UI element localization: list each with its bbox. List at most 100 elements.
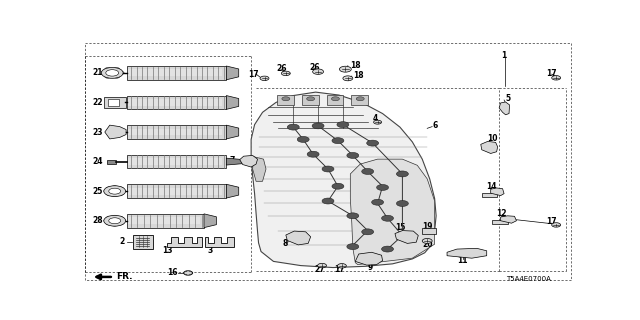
Polygon shape [447,248,486,258]
Circle shape [106,187,111,189]
Polygon shape [500,216,516,223]
Circle shape [339,66,351,72]
Polygon shape [227,184,239,198]
Circle shape [101,68,123,78]
Text: 18: 18 [353,71,364,80]
Circle shape [552,76,561,80]
Circle shape [114,75,120,78]
Text: 15: 15 [395,223,405,232]
Text: 25: 25 [92,187,103,196]
Polygon shape [482,189,497,196]
Circle shape [312,69,324,74]
Text: 17: 17 [547,69,557,78]
Bar [127,184,227,198]
Circle shape [347,213,359,219]
Circle shape [347,153,359,158]
Text: 26: 26 [276,64,287,73]
Text: 4: 4 [372,114,378,123]
Circle shape [114,68,120,70]
Polygon shape [227,158,244,165]
Circle shape [106,222,111,225]
Text: 28: 28 [92,216,103,225]
Circle shape [260,76,269,81]
Bar [127,214,204,228]
Bar [127,155,227,169]
Circle shape [118,71,124,74]
Text: FR.: FR. [116,272,132,281]
Circle shape [104,190,109,192]
Circle shape [332,183,344,189]
Circle shape [287,124,300,130]
Circle shape [552,223,561,227]
Circle shape [105,75,111,78]
Polygon shape [491,188,504,196]
Circle shape [422,238,432,244]
Circle shape [312,123,324,129]
Circle shape [362,229,374,235]
Polygon shape [286,231,310,245]
Circle shape [109,188,121,194]
Circle shape [104,215,125,226]
Bar [326,95,344,105]
Circle shape [317,263,326,268]
FancyBboxPatch shape [104,97,125,108]
Bar [128,188,222,195]
Circle shape [106,70,118,76]
Bar [128,158,222,165]
Polygon shape [227,96,239,109]
Circle shape [343,76,353,81]
Bar [301,95,319,105]
Text: 26: 26 [309,63,319,72]
Polygon shape [355,252,383,265]
Text: 5: 5 [506,94,511,103]
Text: 8: 8 [282,239,288,248]
Circle shape [347,244,359,250]
Circle shape [100,71,106,74]
Text: 18: 18 [350,60,361,69]
Circle shape [112,186,117,188]
Circle shape [112,224,117,226]
Text: 24: 24 [92,157,103,166]
Text: 11: 11 [457,256,467,265]
Text: 14: 14 [486,182,496,191]
Text: 20: 20 [422,240,433,249]
Bar [127,96,227,109]
Bar [128,69,222,76]
Text: 7: 7 [230,156,235,165]
Circle shape [118,193,123,196]
Polygon shape [481,141,498,154]
Polygon shape [499,102,509,115]
Bar [128,217,200,224]
Circle shape [381,246,394,252]
Text: 27: 27 [314,265,324,274]
Circle shape [118,222,123,225]
Circle shape [104,186,125,196]
Text: 12: 12 [497,209,507,218]
Circle shape [332,97,339,101]
Circle shape [109,218,121,224]
Circle shape [105,68,111,70]
Circle shape [376,185,388,190]
Bar [128,129,222,135]
Circle shape [121,220,125,222]
Text: 6: 6 [432,121,437,130]
Circle shape [337,264,346,268]
Text: 16: 16 [167,268,177,277]
Circle shape [381,215,394,221]
Circle shape [297,136,309,142]
Polygon shape [204,214,216,228]
Circle shape [282,97,290,101]
Circle shape [332,138,344,144]
Text: 10: 10 [486,134,497,143]
Circle shape [322,198,334,204]
Text: 1: 1 [502,51,507,60]
Circle shape [307,97,315,101]
Circle shape [396,201,408,206]
Circle shape [104,220,109,222]
Text: T5A4E0700A: T5A4E0700A [507,276,552,282]
Circle shape [184,271,193,275]
Circle shape [121,190,125,192]
Circle shape [362,169,374,174]
Text: 3: 3 [208,246,213,255]
Polygon shape [167,237,202,247]
